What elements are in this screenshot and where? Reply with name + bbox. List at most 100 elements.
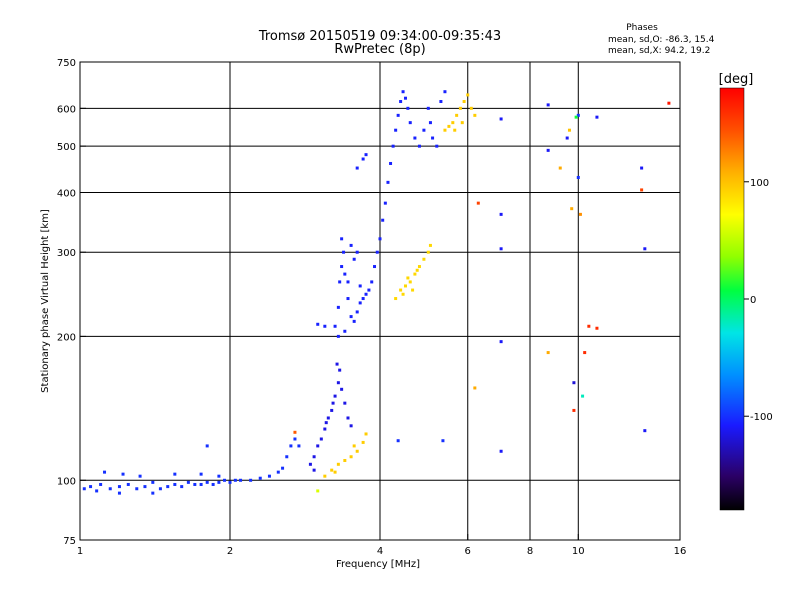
data-point xyxy=(293,437,297,441)
data-point xyxy=(349,243,353,247)
data-point xyxy=(233,478,237,482)
data-point xyxy=(595,326,599,330)
data-point xyxy=(330,468,334,472)
data-point xyxy=(205,480,209,484)
data-point xyxy=(276,470,280,474)
data-point xyxy=(546,148,550,152)
data-point xyxy=(151,491,155,495)
data-point xyxy=(426,250,430,254)
data-point xyxy=(323,474,327,478)
data-point xyxy=(352,319,356,323)
data-point xyxy=(343,272,347,276)
data-point xyxy=(399,288,403,292)
data-point xyxy=(336,334,340,338)
data-point xyxy=(443,90,447,94)
x-tick-label: 2 xyxy=(227,546,233,557)
x-axis-label: Frequency [MHz] xyxy=(336,559,420,570)
data-point xyxy=(82,487,86,491)
data-point xyxy=(333,470,337,474)
data-point xyxy=(462,100,466,104)
data-point xyxy=(330,408,334,412)
data-point xyxy=(338,368,342,372)
data-point xyxy=(406,106,410,110)
data-point xyxy=(346,416,350,420)
data-point xyxy=(117,491,121,495)
data-point xyxy=(576,113,580,117)
y-tick-label: 400 xyxy=(57,188,76,199)
data-point xyxy=(408,280,412,284)
data-point xyxy=(355,250,359,254)
data-point xyxy=(99,482,103,486)
data-point xyxy=(324,421,328,425)
data-point xyxy=(473,386,477,390)
data-point xyxy=(340,237,344,241)
data-point xyxy=(340,387,344,391)
data-point xyxy=(558,166,562,170)
data-point xyxy=(640,188,644,192)
data-point xyxy=(396,113,400,117)
data-point xyxy=(447,124,451,128)
data-point xyxy=(361,297,365,301)
data-point xyxy=(158,487,162,491)
data-point xyxy=(333,324,337,328)
data-point xyxy=(336,462,340,466)
data-point xyxy=(211,482,215,486)
y-tick-label: 200 xyxy=(57,332,76,343)
data-point xyxy=(166,485,170,489)
data-point xyxy=(349,315,353,319)
data-point xyxy=(297,444,301,448)
data-point xyxy=(358,284,362,288)
data-point xyxy=(399,100,403,104)
tick-layer: 1 2 4 6 8 10 16 75 100 200 300 400 500 600 750 xyxy=(57,58,686,557)
colorbar-tick-label: -100 xyxy=(750,412,773,423)
data-point xyxy=(583,351,587,355)
colorbar-ticks: 100 0 -100 xyxy=(744,178,773,423)
data-point xyxy=(326,416,330,420)
data-point xyxy=(186,480,190,484)
data-point xyxy=(567,128,571,132)
data-point xyxy=(355,449,359,453)
data-point xyxy=(378,237,382,241)
data-point xyxy=(408,121,412,125)
data-point xyxy=(364,292,368,296)
data-point xyxy=(570,207,574,211)
data-point xyxy=(358,301,362,305)
colorbar-tick-label: 0 xyxy=(750,295,756,306)
data-point xyxy=(217,474,221,478)
data-point xyxy=(383,201,387,205)
data-point xyxy=(352,257,356,261)
data-point xyxy=(89,485,93,489)
data-point xyxy=(640,166,644,170)
data-point xyxy=(415,268,419,272)
data-point xyxy=(417,144,421,148)
data-point xyxy=(643,429,647,433)
data-point xyxy=(285,455,289,459)
data-point xyxy=(217,480,221,484)
data-point xyxy=(595,115,599,119)
data-point xyxy=(258,476,262,480)
data-point xyxy=(138,474,142,478)
data-point xyxy=(370,280,374,284)
data-point xyxy=(572,408,576,412)
data-point xyxy=(143,485,147,489)
data-point xyxy=(364,153,368,157)
data-point xyxy=(180,485,184,489)
data-point xyxy=(406,276,410,280)
y-tick-label: 75 xyxy=(63,536,76,547)
data-point xyxy=(546,351,550,355)
data-point xyxy=(441,439,445,443)
data-point xyxy=(349,455,353,459)
data-point xyxy=(281,466,285,470)
data-point xyxy=(239,478,243,482)
data-point xyxy=(340,265,344,269)
data-point xyxy=(422,128,426,132)
x-tick-label: 6 xyxy=(465,546,471,557)
data-point xyxy=(394,128,398,132)
data-point xyxy=(342,250,346,254)
data-point xyxy=(643,247,647,251)
data-point xyxy=(312,455,316,459)
data-point xyxy=(343,458,347,462)
data-point xyxy=(135,487,139,491)
data-point xyxy=(460,121,464,125)
data-point xyxy=(546,103,550,107)
